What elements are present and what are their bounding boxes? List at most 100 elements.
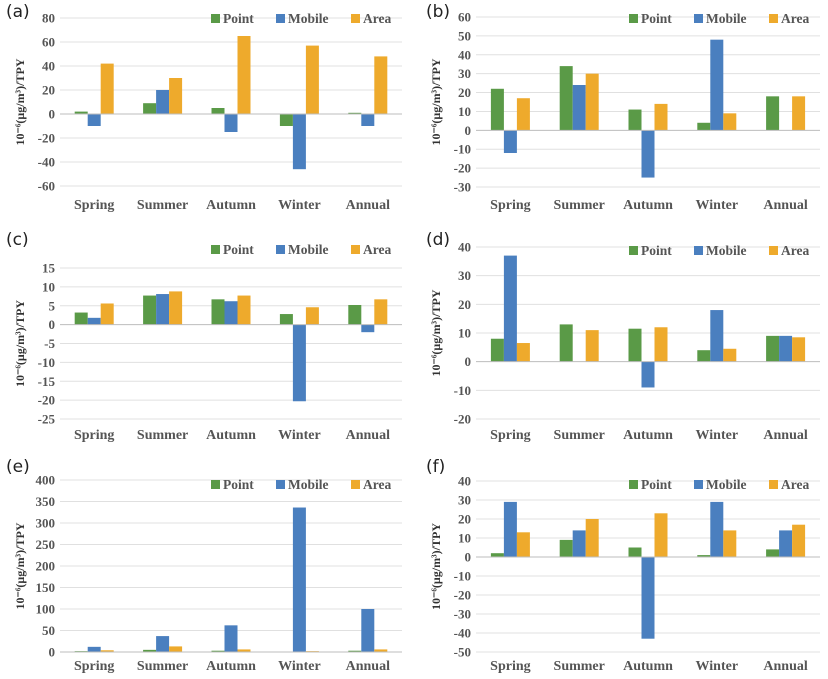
y-tick-label: -30 <box>454 180 471 195</box>
y-tick-label: -10 <box>38 355 55 370</box>
y-tick-label: -40 <box>38 155 55 170</box>
y-tick-label: 10 <box>42 279 55 294</box>
bar-point <box>490 553 504 557</box>
category-label: Autumn <box>206 198 256 213</box>
y-tick-label: -50 <box>454 645 471 660</box>
bar-point <box>143 103 157 114</box>
bar-mobile <box>572 530 586 557</box>
panel-label: (d) <box>426 230 451 250</box>
y-tick-label: 80 <box>42 11 55 26</box>
y-tick-label: 20 <box>458 297 471 312</box>
bar-mobile <box>292 324 306 402</box>
category-label: Summer <box>137 428 188 443</box>
y-axis-title: 10⁻⁶(μg/m³)/TPY <box>13 522 27 609</box>
panel-d: (d) 40 30 20 10 0 -10 -20 10⁻⁶(μg/m³)/TPY Spring S… <box>418 228 828 453</box>
y-tick-label: 0 <box>465 123 472 138</box>
legend-swatch-area <box>351 14 360 23</box>
bar-point <box>348 304 362 325</box>
y-tick-label: 60 <box>458 10 471 25</box>
y-tick-label: 30 <box>458 493 471 508</box>
bar-area <box>654 513 668 557</box>
category-label: Summer <box>137 659 188 674</box>
bar-area <box>374 649 388 652</box>
bar-area <box>169 291 183 325</box>
bar-area <box>516 98 530 131</box>
y-tick-label: 5 <box>49 298 56 313</box>
y-tick-label: 0 <box>49 645 56 660</box>
bar-mobile <box>292 114 306 170</box>
bar-area <box>585 519 599 557</box>
category-label: Autumn <box>623 659 673 674</box>
panel-b: (b) 60 50 40 30 20 10 0 -10 -20 -30 10⁻⁶(μg/m³)/TPY… <box>418 0 828 225</box>
category-label: Summer <box>137 198 188 213</box>
bar-area <box>516 532 530 557</box>
y-tick-label: -20 <box>454 412 471 427</box>
y-tick-label: 100 <box>36 602 56 617</box>
panel-label: (b) <box>426 2 451 22</box>
category-label: Spring <box>490 659 530 674</box>
panel-e: (e) 400 350 300 250 200 150 100 50 0 10⁻⁶(μg/m³)/T… <box>0 455 410 679</box>
y-tick-label: -40 <box>454 626 471 641</box>
legend-label-mobile: Mobile <box>706 11 747 26</box>
chart-svg: 40 30 20 10 0 -10 -20 10⁻⁶(μg/m³)/TPY Spring Summ… <box>429 240 820 443</box>
bar-mobile <box>641 361 655 388</box>
bar-area <box>374 299 388 325</box>
y-tick-label: 400 <box>36 473 56 488</box>
bar-mobile <box>224 301 238 325</box>
legend-label-point: Point <box>223 477 254 492</box>
legend-label-mobile: Mobile <box>288 477 329 492</box>
panel-f: (f) 40 30 20 10 0 -10 -20 -30 -40 -50 10⁻⁶(μg/m³)/T… <box>418 455 828 679</box>
bar-point <box>559 66 573 131</box>
bar-point <box>279 114 293 126</box>
category-label: Annual <box>346 428 390 443</box>
y-tick-label: 350 <box>36 494 56 509</box>
legend-swatch-area <box>769 480 778 489</box>
y-tick-label: 0 <box>49 107 56 122</box>
category-label: Winter <box>278 659 321 674</box>
bar-area <box>169 78 183 114</box>
legend-swatch-area <box>769 246 778 255</box>
y-axis-title: 10⁻⁶(μg/m³)/TPY <box>13 58 27 145</box>
y-tick-label: 0 <box>49 317 56 332</box>
bar-area <box>723 530 737 557</box>
bar-mobile <box>503 255 517 362</box>
y-axis-title: 10⁻⁶(μg/m³)/TPY <box>429 289 443 376</box>
legend-swatch-area <box>351 480 360 489</box>
y-tick-label: 10 <box>458 104 471 119</box>
bar-mobile <box>710 501 724 557</box>
y-tick-label: -20 <box>38 131 55 146</box>
legend-label-mobile: Mobile <box>706 477 747 492</box>
category-label: Annual <box>346 659 390 674</box>
legend-swatch-point <box>211 245 220 254</box>
bar-area <box>169 646 183 652</box>
y-tick-label: 15 <box>42 261 56 276</box>
legend-label-area: Area <box>363 11 391 26</box>
y-tick-label: -20 <box>454 588 471 603</box>
category-label: Spring <box>74 198 114 213</box>
legend-label-point: Point <box>641 243 672 258</box>
panel-c: (c) 15 10 5 0 -5 -10 -15 -20 -25 10⁻⁶(μg/m³)/TPY Sp… <box>0 228 410 453</box>
legend-label-point: Point <box>641 477 672 492</box>
bar-mobile <box>292 507 306 652</box>
bar-area <box>723 348 737 362</box>
y-tick-label: -15 <box>38 374 56 389</box>
y-tick-label: 20 <box>42 83 55 98</box>
chart-svg: 400 350 300 250 200 150 100 50 0 10⁻⁶(μg/m³)/TPY S… <box>13 473 402 674</box>
category-label: Winter <box>696 659 739 674</box>
category-label: Annual <box>763 198 807 213</box>
bar-mobile <box>87 114 101 126</box>
y-tick-label: -10 <box>454 569 471 584</box>
chart-svg: 80 60 40 20 0 -20 -40 -60 10⁻⁶(μg/m³)/TPY Spring S… <box>13 11 402 213</box>
category-label: Autumn <box>206 428 256 443</box>
bar-mobile <box>224 114 238 132</box>
bar-area <box>100 650 114 652</box>
y-tick-label: 0 <box>465 550 472 565</box>
panel-label: (e) <box>6 457 30 477</box>
bar-area <box>237 36 251 114</box>
bar-point <box>211 108 225 114</box>
category-label: Winter <box>278 428 321 443</box>
bar-mobile <box>361 609 375 652</box>
bar-mobile <box>361 114 375 126</box>
legend-swatch-mobile <box>276 480 285 489</box>
